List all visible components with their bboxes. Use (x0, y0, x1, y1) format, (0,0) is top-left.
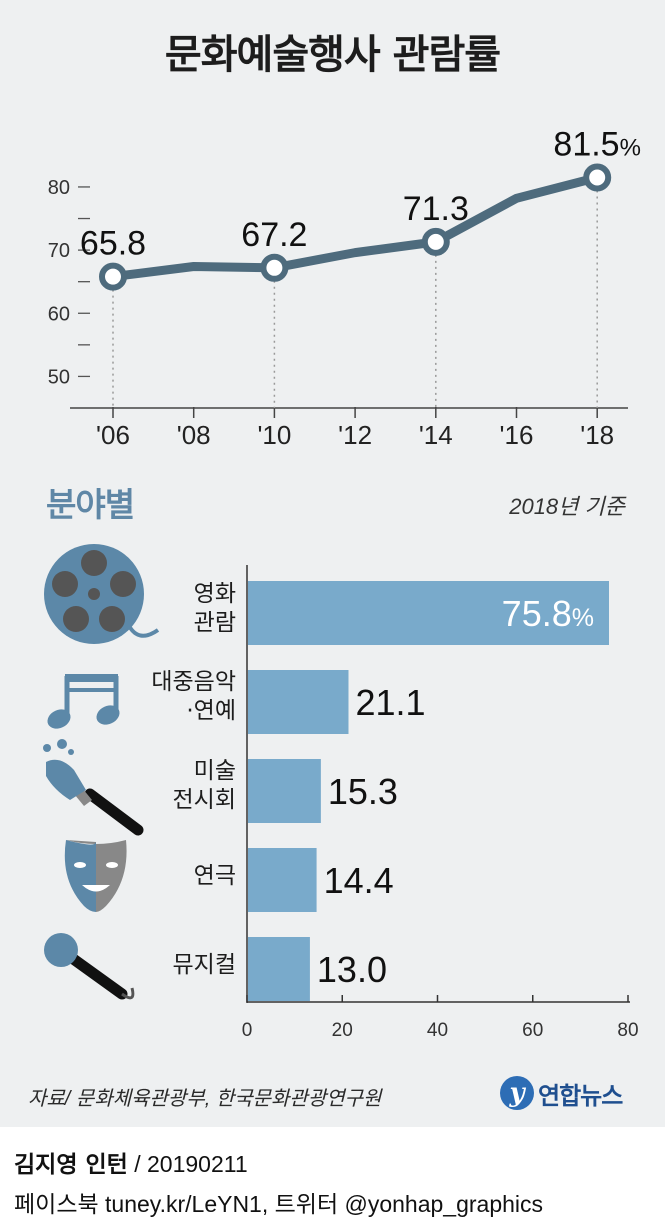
icon-part (43, 744, 51, 752)
icon-part (96, 705, 120, 725)
series-line (108, 172, 602, 282)
basis-note: 2018년 기준 (509, 494, 625, 519)
theater-mask-icon (64, 840, 127, 912)
author-name: 김지영 인턴 (14, 1152, 128, 1178)
bar (248, 759, 321, 823)
icon-part (64, 840, 96, 912)
icon-part (57, 739, 67, 749)
paint-brush-icon (43, 739, 144, 836)
bar-value-label: 15.3 (328, 771, 398, 812)
category-label: 대중음악 ·연예 (151, 669, 236, 724)
data-point (260, 253, 289, 282)
icon-part (66, 952, 128, 1000)
bar-value-label: 21.1 (355, 682, 425, 723)
icon-part (44, 933, 78, 967)
chart-title: 문화예술행사 관람률 (164, 32, 501, 78)
data-point (421, 227, 450, 256)
x-tick-label: 80 (617, 1020, 638, 1041)
icon-part (121, 987, 135, 1000)
icon-part (68, 749, 74, 755)
x-tick-label: '12 (338, 420, 372, 450)
x-tick-label: 60 (522, 1020, 543, 1041)
icon-part (99, 606, 125, 632)
category-label: 연극 (193, 863, 236, 889)
icon-part (66, 840, 127, 912)
publish-date: / 20190211 (127, 1151, 248, 1177)
source-note: 자료/ 문화체육관광부, 한국문화관광연구원 (28, 1088, 382, 1110)
x-tick-label: '10 (257, 420, 291, 450)
category-label: 미술 전시회 (172, 758, 236, 813)
x-tick-label: 0 (242, 1020, 253, 1041)
icon-part (110, 571, 136, 597)
x-tick-label: 20 (332, 1020, 353, 1041)
data-label: 65.8 (80, 225, 146, 263)
icon-part (46, 759, 86, 800)
bar (248, 581, 609, 645)
icon-part (81, 550, 107, 576)
film-reel-icon (44, 544, 160, 644)
category-label: 뮤지컬 (172, 952, 236, 978)
bar-value-unit: % (572, 604, 594, 632)
x-tick-label: '08 (177, 420, 211, 450)
data-label: 71.3 (403, 190, 469, 228)
music-note-icon (47, 674, 120, 729)
data-point (583, 163, 612, 192)
icon-part (82, 885, 110, 892)
bar-value-label: 14.4 (324, 860, 394, 901)
bar (248, 937, 310, 1001)
data-label-unit: % (620, 134, 641, 161)
bar (248, 670, 349, 734)
x-tick-label: '14 (419, 420, 453, 450)
microphone-icon (44, 933, 135, 1000)
byline: 김지영 인턴 / 20190211 (14, 1145, 248, 1179)
y-tick-label: 80 (48, 177, 70, 199)
x-tick-label: '16 (500, 420, 534, 450)
social-links: 페이스북 tuney.kr/LeYN1, 트위터 @yonhap_graphic… (14, 1191, 544, 1217)
x-tick-label: 40 (427, 1020, 448, 1041)
icon-part (47, 709, 71, 729)
y-tick-label: 60 (48, 303, 70, 325)
icon-part (52, 571, 78, 597)
data-label: 67.2 (241, 216, 307, 254)
y-tick-label: 70 (48, 240, 70, 262)
category-label: 영화 관람 (193, 581, 236, 636)
data-point (99, 262, 127, 291)
agency-name: 연합뉴스 (538, 1081, 623, 1110)
bar-value-label: 13.0 (317, 949, 387, 990)
bar (248, 848, 317, 912)
agency-mark-icon: y (500, 1076, 534, 1110)
y-tick-label: 50 (48, 366, 70, 388)
icon-part (84, 788, 144, 836)
section-title: 분야별 (46, 485, 135, 524)
agency-logo[interactable]: y 연합뉴스 (500, 1074, 623, 1112)
x-tick-label: '06 (96, 420, 130, 450)
x-tick-label: '18 (580, 420, 614, 450)
line-chart: 50 60 70 80 '06 '08 '10 '12 '14 '16 '18 65.8 67.2 71.… (48, 125, 641, 450)
icon-part (63, 606, 89, 632)
icon-part (106, 862, 118, 868)
icon-part (74, 862, 86, 868)
icon-part (88, 588, 100, 600)
